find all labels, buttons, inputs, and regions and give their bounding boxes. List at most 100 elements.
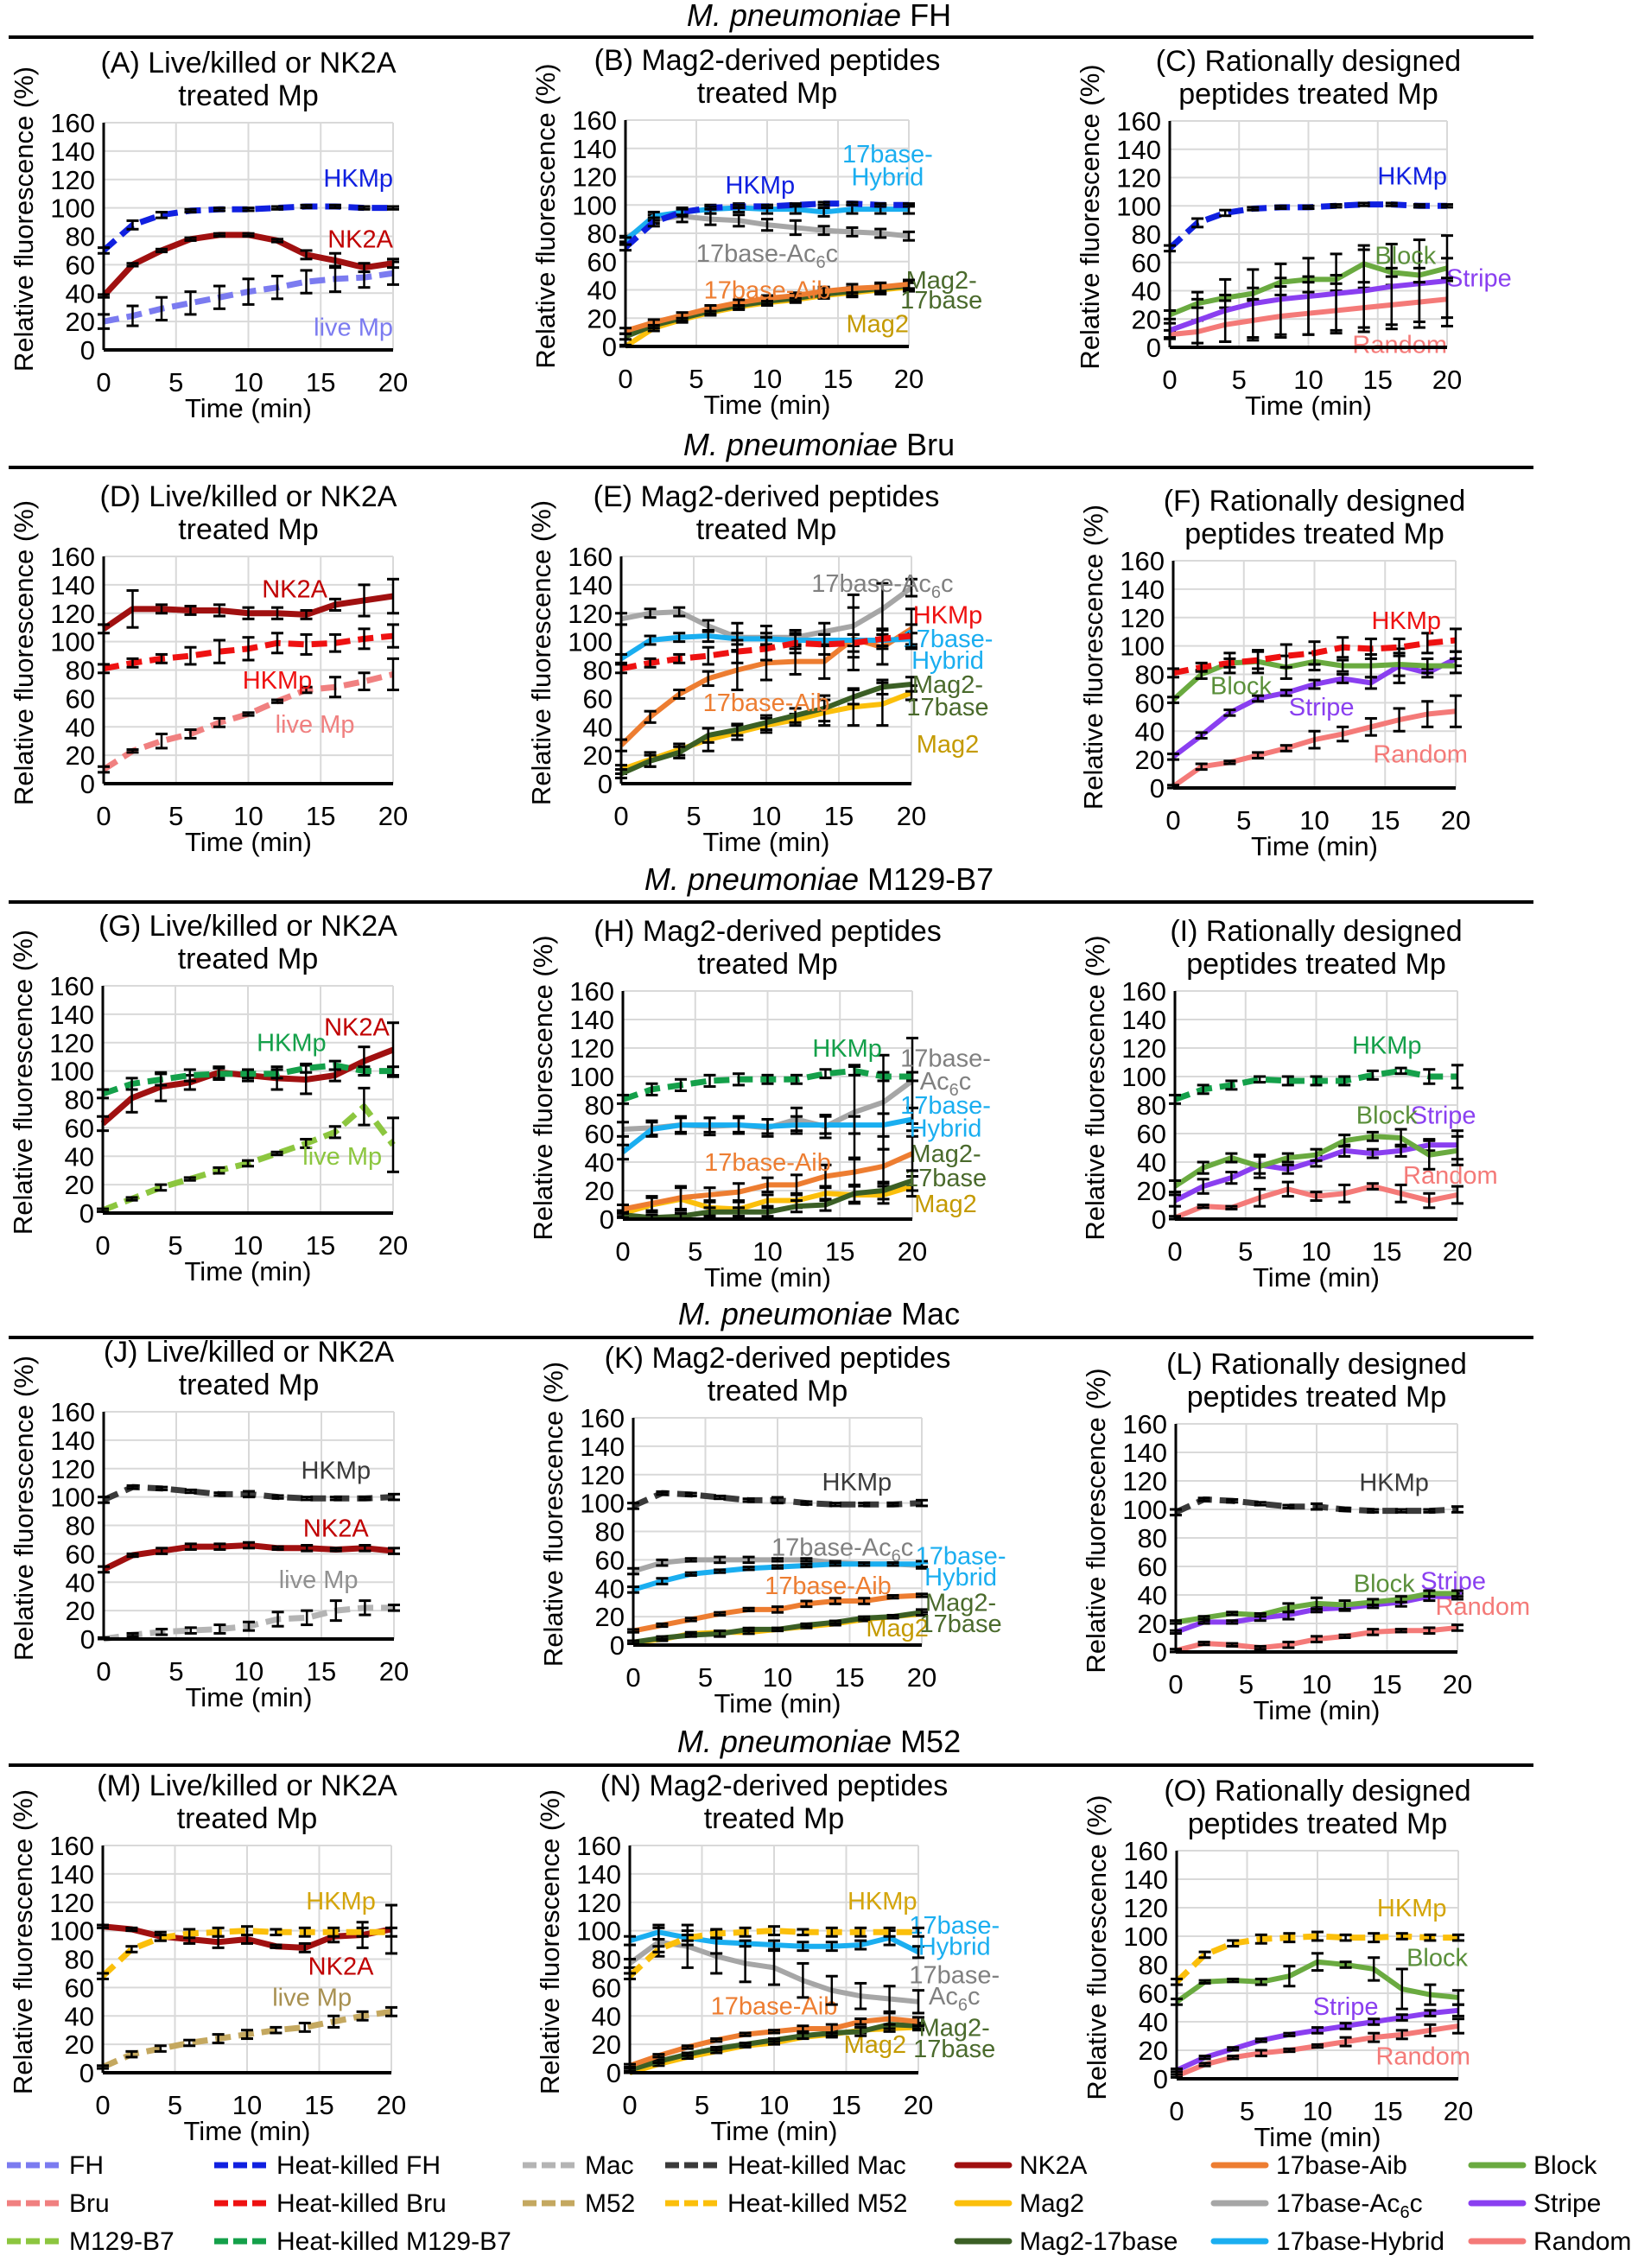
y-tick-label: 40 [592, 2001, 621, 2031]
series-nk2a: NK2A [98, 226, 399, 299]
series-label-hybrid: Hybrid [910, 1115, 982, 1142]
series-label-ac6c: Ac6c [929, 1983, 980, 2015]
x-tick-label: 0 [1162, 365, 1177, 395]
y-tick-label: 120 [49, 1888, 94, 1918]
strain-species: M. pneumoniae [677, 1724, 892, 1759]
x-axis-label: Time (min) [1254, 1695, 1381, 1725]
panel-subtitle: peptides treated Mp [1188, 1807, 1448, 1840]
series-layer: live Mp NK2A HKMp [98, 165, 399, 342]
legend-label: 17base-Aib [1276, 2151, 1407, 2180]
series-layer: Random Stripe Block HKMp [1167, 607, 1468, 790]
y-tick-label: 0 [606, 2058, 621, 2088]
legend-item-stripe: Stripe [1468, 2189, 1601, 2218]
series-label-hybrid: 17base- [916, 1542, 1006, 1570]
y-tick-label: 120 [1121, 1033, 1166, 1064]
y-tick-label: 100 [1122, 1495, 1167, 1525]
y-tick-label: 120 [576, 1888, 621, 1918]
x-tick-label: 0 [96, 367, 111, 397]
x-tick-label: 5 [698, 1662, 713, 1693]
x-tick-label: 20 [897, 801, 926, 831]
legend-label: 17base-Ac6c [1276, 2189, 1423, 2222]
x-tick-label: 10 [752, 364, 782, 394]
y-axis-label: Relative fluorescence (%) [538, 1362, 568, 1667]
x-tick-label: 10 [752, 1236, 782, 1267]
y-axis-label: Relative fluorescence (%) [8, 1789, 38, 2094]
series-layer: Mag2Mag2-17base17base-Aib17base-Ac6c17ba… [619, 141, 982, 349]
strain-species: M. pneumoniae [687, 0, 901, 33]
x-tick-label: 5 [686, 801, 701, 831]
x-tick-label: 0 [615, 1236, 630, 1267]
x-axis-label: Time (min) [1253, 1262, 1380, 1293]
y-tick-label: 20 [1132, 304, 1161, 334]
series-hk: HKMp [624, 1888, 924, 1981]
x-tick-label: 15 [835, 1662, 864, 1693]
figure-legend: FH Bru M129-B7 Heat-killed FH Heat-killed Br… [7, 2151, 1631, 2256]
series-label-live: live Mp [314, 314, 393, 342]
series-label-aib: 17base-Aib [711, 1993, 838, 2021]
y-tick-label: 80 [595, 1517, 625, 1547]
series-label-live: live Mp [272, 1985, 352, 2012]
x-tick-label: 20 [1443, 1236, 1472, 1267]
x-tick-label: 15 [831, 2090, 860, 2120]
series-m17: Mag2-17base [627, 1590, 1002, 1645]
series-label-nk2a: NK2A [262, 576, 327, 604]
legend-item-block: Block [1468, 2151, 1597, 2180]
y-tick-label: 100 [1123, 1922, 1168, 1952]
gridlines [104, 556, 394, 784]
y-tick-label: 80 [1137, 1090, 1166, 1121]
y-tick-label: 160 [1122, 1409, 1167, 1439]
x-tick-label: 0 [618, 364, 632, 394]
y-tick-label: 80 [587, 219, 617, 249]
panel-subtitle: peptides treated Mp [1178, 78, 1438, 111]
x-tick-label: 5 [168, 1230, 182, 1261]
series-layer: live Mp NK2A HKMp [98, 1457, 400, 1642]
x-tick-label: 0 [625, 1662, 640, 1693]
y-tick-label: 100 [50, 627, 95, 658]
x-tick-label: 10 [234, 1656, 263, 1687]
series-hk: HKMp [619, 172, 915, 252]
x-tick-label: 15 [306, 1230, 335, 1261]
series-live: live Mp [98, 657, 399, 774]
series-label-m17: Mag2- [919, 2014, 990, 2042]
panel-subtitle: treated Mp [708, 1375, 848, 1407]
strain-title: M. pneumoniae FH [687, 0, 951, 33]
y-tick-label: 120 [1116, 163, 1161, 194]
series-aib: 17base-Aib [627, 1572, 928, 1634]
y-tick-label: 80 [65, 1945, 94, 1975]
series-label-live: live Mp [276, 711, 355, 739]
y-tick-label: 20 [66, 740, 95, 771]
y-axis-label: Relative fluorescence (%) [526, 500, 556, 805]
x-tick-label: 0 [1168, 1669, 1183, 1699]
legend-label: Heat-killed Mac [727, 2151, 906, 2180]
series-stripe: Stripe [1167, 647, 1462, 761]
y-tick-label: 60 [587, 247, 617, 277]
series-random: Random [1167, 694, 1468, 790]
panel-title: (F) Rationally designed [1164, 485, 1466, 518]
y-tick-label: 140 [568, 570, 613, 600]
y-tick-label: 20 [66, 1596, 95, 1626]
series-label-mag2: Mag2 [917, 731, 980, 759]
series-hk: HKMp [98, 1457, 400, 1504]
y-tick-label: 60 [65, 1973, 94, 2003]
series-block: Block [1164, 242, 1453, 321]
series-label-nk2a: NK2A [303, 1515, 369, 1543]
x-axis-label: Time (min) [704, 390, 831, 420]
series-hk: HKMp [98, 623, 399, 695]
series-label-nk2a: NK2A [327, 226, 393, 254]
y-tick-label: 100 [580, 1489, 625, 1519]
y-tick-label: 140 [50, 1426, 95, 1456]
series-label-hk: HKMp [243, 667, 313, 695]
y-tick-label: 80 [585, 1090, 614, 1121]
x-tick-label: 0 [1167, 1236, 1182, 1267]
panel-title: (D) Live/killed or NK2A [100, 480, 397, 513]
y-tick-label: 0 [79, 2058, 94, 2088]
y-tick-label: 60 [1135, 688, 1165, 718]
series-hybrid: 17base-Hybrid [627, 1542, 1006, 1594]
y-tick-label: 140 [1116, 135, 1161, 165]
y-tick-label: 60 [66, 1539, 95, 1569]
strain-name: M129-B7 [867, 861, 994, 897]
